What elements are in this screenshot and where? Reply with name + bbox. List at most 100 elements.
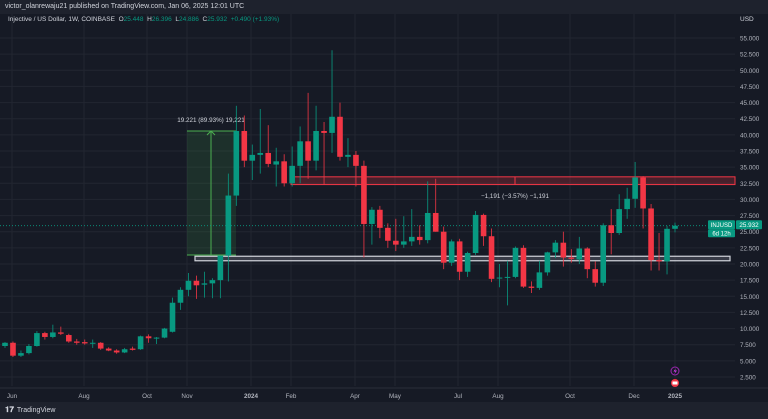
x-tick-label: Jul	[454, 393, 462, 400]
candle-body	[616, 209, 622, 234]
open-label: O	[118, 16, 124, 23]
candle-body	[416, 236, 423, 241]
candle-body	[225, 195, 232, 256]
candle-body	[18, 353, 24, 356]
lightning-glyph-icon	[673, 368, 677, 375]
measure-down-label: −1,191 (−3.57%) −1,191	[481, 193, 550, 200]
candle-body	[656, 260, 662, 262]
close-value: 25.932	[207, 16, 228, 23]
support-zone	[194, 255, 731, 262]
candle-body	[353, 154, 359, 166]
footer-brand: 𝟏𝟕 TradingView	[5, 405, 55, 415]
candle-body	[401, 241, 407, 245]
y-tick-label: 50.000	[740, 68, 760, 75]
candle-body	[456, 241, 463, 272]
y-tick-label: 7.500	[740, 342, 756, 349]
price-tag-value: 25.932	[739, 222, 759, 229]
candle-body	[632, 177, 638, 199]
ticker-tag	[708, 220, 735, 230]
x-tick-label: Jun	[7, 393, 18, 400]
candle-body	[600, 225, 607, 283]
x-tick-label: Apr	[350, 393, 360, 400]
candle-body	[10, 342, 16, 356]
candle-body	[281, 161, 287, 184]
candle-body	[42, 333, 48, 337]
candle-body	[169, 302, 176, 332]
candle-body	[121, 349, 128, 353]
candle-body	[361, 165, 367, 224]
candle-body	[568, 257, 575, 259]
x-tick-label: Feb	[286, 393, 297, 400]
symbol-name: Injective / US Dollar, 1W, COINBASE	[8, 16, 115, 23]
candle-body	[66, 335, 72, 342]
y-tick-label: 27.500	[740, 213, 760, 220]
y-tick-label: 2.500	[740, 374, 756, 381]
candle-body	[345, 154, 351, 157]
candle-body	[448, 241, 455, 263]
countdown-tag	[708, 229, 735, 238]
candle-body	[305, 141, 311, 161]
candle-body	[89, 342, 96, 344]
bar-countdown: 6d 12h	[712, 231, 730, 237]
candle-body	[480, 214, 487, 237]
x-tick-label: Dec	[628, 393, 639, 400]
candle-body	[185, 280, 192, 290]
y-tick-label: 45.000	[740, 100, 760, 107]
chart-area[interactable]	[0, 14, 768, 402]
x-tick-label: Aug	[78, 393, 90, 400]
resistance-zone	[290, 176, 736, 186]
candle-body	[544, 252, 551, 273]
y-tick-label: 17.500	[740, 278, 760, 285]
candle-body	[464, 253, 471, 272]
price-tag	[736, 220, 762, 230]
candle-body	[113, 350, 120, 353]
measure-arrow-icon	[206, 130, 216, 136]
candle-body	[608, 225, 614, 234]
candle-body	[129, 348, 136, 350]
candle-body	[217, 255, 224, 281]
x-tick-label: 2024	[244, 393, 259, 400]
candle-body	[249, 154, 256, 161]
close-label: C	[202, 16, 208, 23]
y-tick-label: 52.500	[740, 52, 760, 59]
publish-info: victor_olanrewaju21 published on Trading…	[5, 3, 245, 10]
candle-body	[257, 152, 264, 155]
currency-label[interactable]: USD	[740, 16, 754, 23]
low-label: L	[175, 16, 179, 23]
candle-body	[265, 152, 272, 164]
candle-body	[496, 277, 503, 279]
candle-body	[297, 141, 303, 166]
candle-body	[137, 336, 144, 350]
candle-body	[520, 247, 527, 287]
y-tick-label: 37.500	[740, 148, 760, 155]
candle-body	[592, 269, 599, 283]
candle-body	[97, 342, 104, 349]
y-tick-label: 25.000	[740, 229, 760, 236]
candle-body	[2, 342, 8, 346]
candle-body	[432, 212, 439, 232]
candle-body	[50, 332, 56, 337]
candle-body	[289, 165, 295, 184]
candle-body	[34, 333, 40, 346]
flag-glyph	[672, 381, 678, 385]
y-tick-label: 20.000	[740, 261, 760, 268]
candle-body	[640, 177, 646, 209]
candle-body	[488, 236, 495, 279]
candle-body	[177, 289, 184, 303]
y-tick-label: 12.500	[740, 310, 760, 317]
x-tick-label: 2025	[668, 393, 683, 400]
high-label: H	[147, 16, 152, 23]
candle-body	[201, 283, 208, 285]
y-tick-label: 40.000	[740, 132, 760, 139]
candle-body	[321, 130, 327, 133]
candle-body	[584, 248, 591, 270]
y-tick-label: 10.000	[740, 326, 760, 333]
y-tick-label: 32.500	[740, 181, 760, 188]
high-value: 26.396	[151, 16, 172, 23]
y-tick-label: 47.500	[740, 84, 760, 91]
x-tick-label: Nov	[181, 393, 193, 400]
candle-body	[664, 228, 670, 262]
open-value: 25.448	[123, 16, 144, 23]
candle-body	[153, 337, 160, 339]
